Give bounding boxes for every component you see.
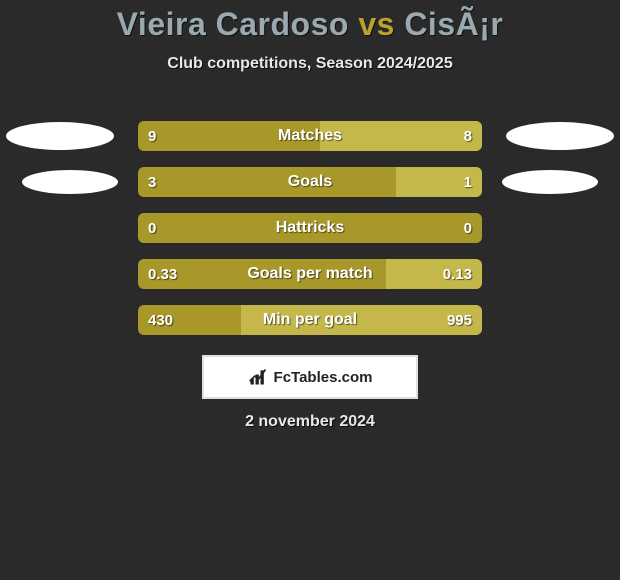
player2-marker bbox=[502, 170, 598, 194]
vs-text: vs bbox=[358, 6, 395, 42]
stat-row: 430995Min per goal bbox=[0, 297, 620, 343]
stat-value-left: 0.33 bbox=[138, 259, 187, 289]
stat-value-left: 0 bbox=[138, 213, 166, 243]
stat-value-right: 1 bbox=[454, 167, 482, 197]
player2-marker bbox=[506, 122, 614, 150]
stat-bar: 430995Min per goal bbox=[138, 305, 482, 335]
player2-name: CisÃ¡r bbox=[404, 6, 503, 42]
stats-rows: 98Matches31Goals00Hattricks0.330.13Goals… bbox=[0, 113, 620, 343]
stat-bar: 00Hattricks bbox=[138, 213, 482, 243]
stat-value-left: 9 bbox=[138, 121, 166, 151]
player1-name: Vieira Cardoso bbox=[117, 6, 349, 42]
title: Vieira Cardoso vs CisÃ¡r bbox=[0, 6, 620, 43]
stat-value-right: 995 bbox=[437, 305, 482, 335]
stat-value-right: 8 bbox=[454, 121, 482, 151]
bar-segment-left bbox=[138, 213, 482, 243]
stat-row: 0.330.13Goals per match bbox=[0, 251, 620, 297]
source-badge[interactable]: FcTables.com bbox=[202, 355, 418, 399]
date: 2 november 2024 bbox=[0, 413, 620, 431]
player1-marker bbox=[6, 122, 114, 150]
player1-marker bbox=[22, 170, 118, 194]
subtitle: Club competitions, Season 2024/2025 bbox=[0, 55, 620, 73]
stat-row: 98Matches bbox=[0, 113, 620, 159]
bar-segment-left bbox=[138, 167, 396, 197]
stat-value-left: 3 bbox=[138, 167, 166, 197]
stat-row: 00Hattricks bbox=[0, 205, 620, 251]
stat-bar: 31Goals bbox=[138, 167, 482, 197]
chart-icon bbox=[248, 367, 268, 387]
stat-value-left: 430 bbox=[138, 305, 183, 335]
stat-row: 31Goals bbox=[0, 159, 620, 205]
stat-bar: 0.330.13Goals per match bbox=[138, 259, 482, 289]
stat-value-right: 0 bbox=[454, 213, 482, 243]
stat-bar: 98Matches bbox=[138, 121, 482, 151]
source-text: FcTables.com bbox=[274, 369, 373, 386]
stat-value-right: 0.13 bbox=[433, 259, 482, 289]
comparison-widget: Vieira Cardoso vs CisÃ¡r Club competitio… bbox=[0, 0, 620, 431]
